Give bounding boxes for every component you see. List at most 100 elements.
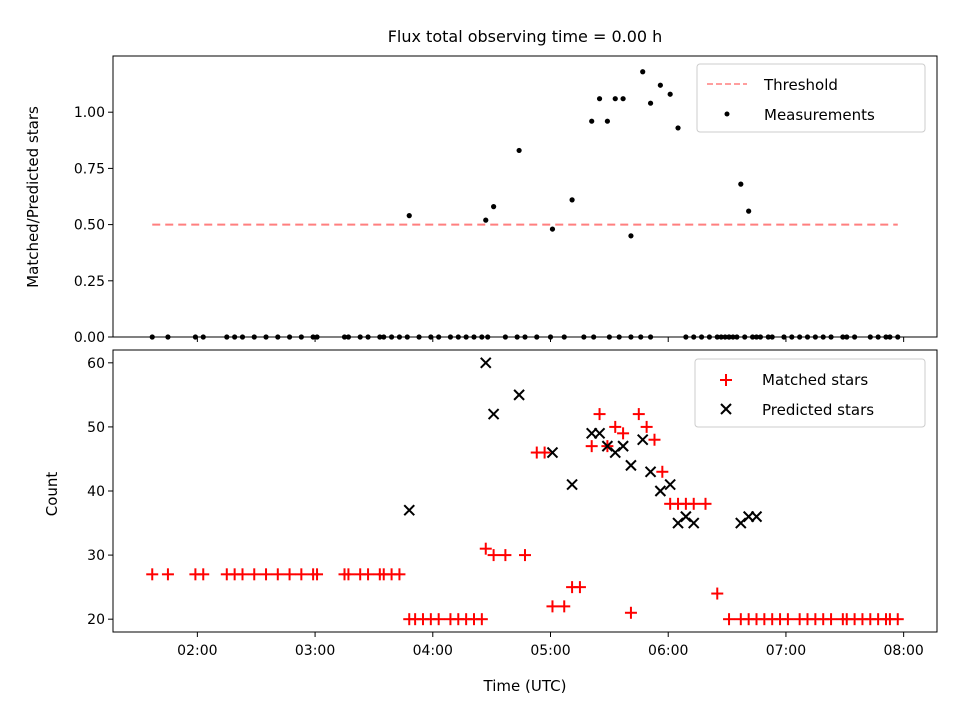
matched-legend-label: Matched stars: [762, 371, 868, 389]
matched-star-point: [687, 497, 700, 510]
measurement-point: [628, 334, 634, 340]
bottom-y-axis: 20 30 40 50 60: [87, 356, 113, 628]
matched-star-point: [648, 433, 661, 446]
matched-star-point: [546, 600, 559, 613]
predicted-star-point: [546, 446, 559, 459]
matched-star-point: [487, 549, 500, 562]
top-legend-box: [696, 63, 926, 133]
bottom-xtick-label: 03:00: [295, 643, 335, 659]
measurement-point: [628, 233, 634, 239]
measurement-point: [765, 334, 771, 340]
top-ytick-label: 0.25: [74, 274, 105, 290]
measurement-point: [569, 197, 575, 203]
predicted-star-point: [680, 510, 692, 523]
measurement-point: [463, 334, 469, 340]
bottom-ytick-label: 40: [87, 484, 105, 500]
matched-star-point: [342, 568, 355, 581]
measurement-point: [895, 334, 901, 340]
measurement-point: [726, 334, 732, 340]
measurement-point: [742, 334, 748, 340]
measurement-point: [591, 334, 597, 340]
predicted-star-point: [735, 517, 747, 529]
measurement-point: [581, 334, 587, 340]
measurement-point: [698, 334, 705, 340]
measurement-point: [485, 334, 491, 340]
bottom-legend: Matched stars Predicted stars: [694, 358, 926, 428]
bottom-xtick-label: 06:00: [648, 643, 688, 659]
measurement-point: [828, 334, 834, 340]
matched-star-point: [781, 613, 794, 626]
matched-star-point: [585, 440, 598, 453]
top-ytick-label: 0.00: [74, 330, 105, 346]
measurement-point: [455, 334, 461, 340]
predicted-star-point: [609, 446, 621, 459]
matched-star-point: [825, 613, 838, 626]
measurement-point: [502, 334, 508, 340]
predicted-star-point: [625, 459, 637, 472]
measurement-point: [883, 334, 889, 340]
bottom-ytick-label: 20: [87, 612, 105, 628]
bottom-xtick-label: 08:00: [883, 643, 923, 659]
measurement-point: [516, 147, 522, 154]
matched-star-point: [891, 613, 904, 626]
measurement-point: [406, 213, 412, 219]
matched-star-point: [699, 497, 712, 510]
matched-star-point: [393, 568, 406, 581]
predicted-star-point: [644, 466, 657, 478]
measurement-point: [738, 181, 744, 187]
measurement-point: [718, 334, 724, 340]
measurement-point: [200, 334, 206, 340]
measurement-point: [781, 334, 787, 340]
bottom-xtick-label: 02:00: [177, 643, 217, 659]
measurement-point: [753, 334, 760, 340]
measurement-point: [867, 334, 873, 340]
measurement-point: [887, 334, 893, 340]
predicted-star-point: [637, 434, 649, 446]
matched-star-point: [295, 568, 308, 581]
matched-star-point: [558, 600, 571, 613]
threshold-legend-label: Threshold: [763, 76, 838, 94]
measurement-point: [416, 334, 422, 340]
predicted-star-point: [654, 485, 667, 497]
measurement-point: [483, 217, 489, 223]
matched-star-point: [617, 427, 630, 440]
measurement-point: [638, 334, 644, 340]
measurement-point: [604, 118, 611, 124]
top-y-axis: 0.00 0.25 0.50 0.75 1.00: [74, 105, 113, 346]
predicted-legend-label: Predicted stars: [762, 401, 874, 419]
measurement-point: [298, 334, 304, 340]
measurement-point: [534, 334, 540, 340]
measurement-point: [314, 334, 320, 340]
bottom-xtick-label: 05:00: [530, 643, 570, 659]
measurement-point: [804, 334, 811, 340]
measurement-point: [606, 334, 612, 340]
matched-stars-points: [146, 408, 904, 626]
measurement-point: [749, 334, 756, 340]
bottom-x-axis-label: Time (UTC): [483, 677, 567, 695]
measurement-point: [722, 334, 728, 340]
measurement-point: [436, 334, 442, 340]
matched-star-point: [593, 408, 606, 421]
matched-legend-swatch: [720, 374, 732, 386]
matched-star-point: [640, 420, 653, 433]
measurement-point: [377, 334, 383, 340]
matched-star-point: [146, 568, 159, 581]
predicted-star-point: [664, 478, 676, 491]
measurement-point: [675, 125, 681, 131]
measurement-point: [820, 334, 826, 340]
measurement-point: [691, 334, 697, 340]
matched-star-point: [656, 465, 669, 478]
top-ytick-label: 0.50: [74, 218, 105, 234]
bottom-y-axis-label: Count: [43, 472, 61, 517]
predicted-star-point: [601, 440, 614, 452]
predicted-star-point: [403, 504, 415, 516]
matched-star-point: [479, 542, 492, 555]
measurement-point: [263, 334, 269, 340]
matched-star-point: [519, 549, 531, 562]
measurement-point: [286, 334, 293, 340]
matched-star-point: [538, 446, 551, 459]
measurement-point: [341, 334, 348, 340]
matched-star-point: [499, 549, 512, 562]
measurement-point: [596, 96, 603, 102]
